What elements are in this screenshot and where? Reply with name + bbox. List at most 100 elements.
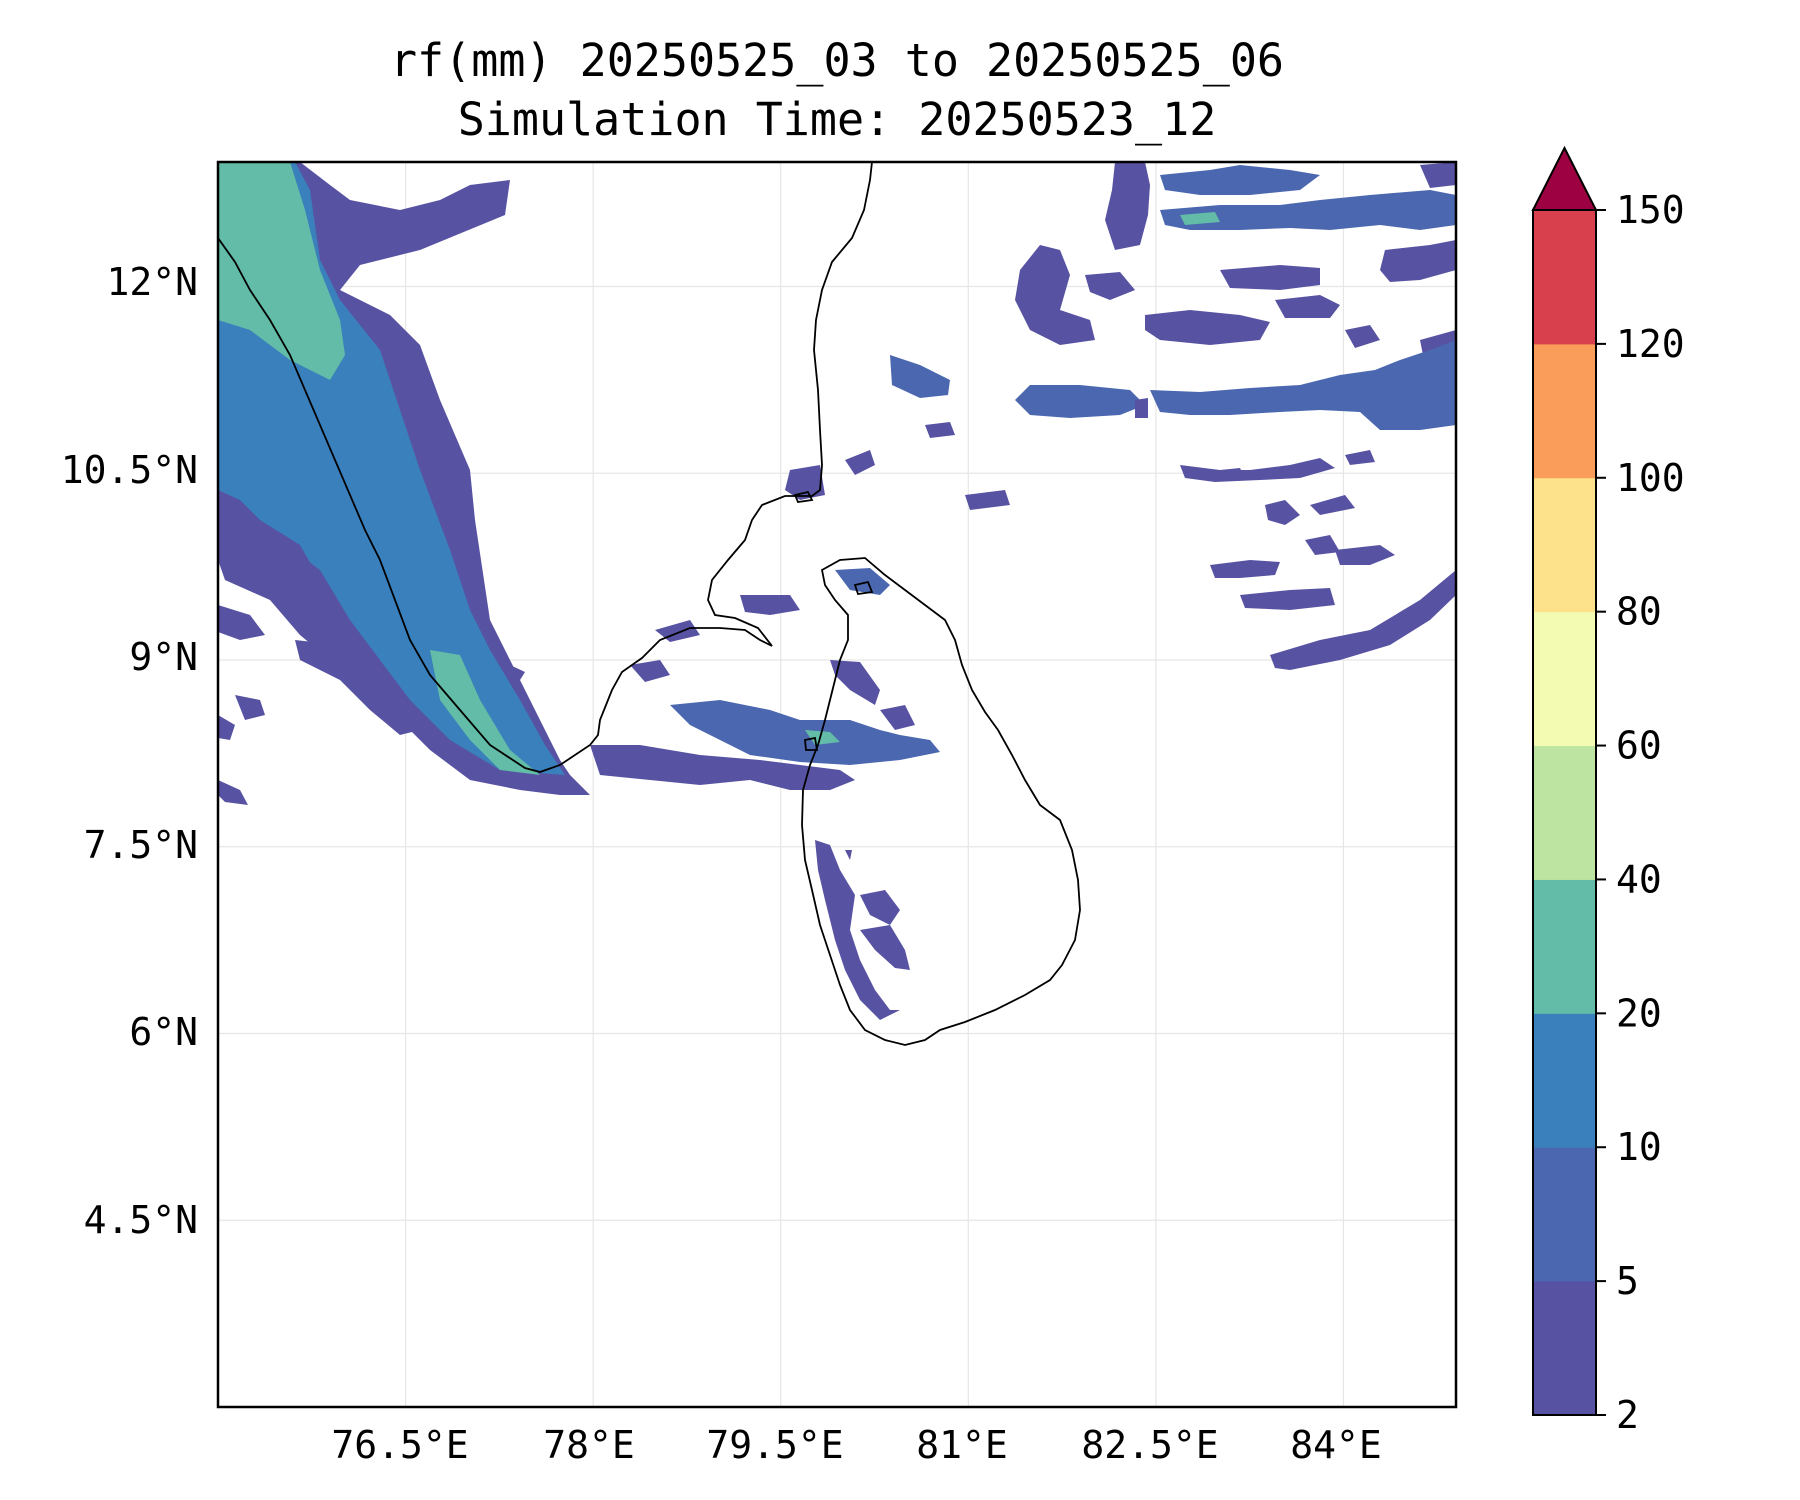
rain-region (785, 465, 825, 500)
rain-region (1135, 398, 1148, 418)
rain-region (235, 695, 265, 720)
rain-region (1105, 162, 1150, 250)
rain-region (1015, 245, 1095, 345)
coastlines (217, 161, 1081, 1046)
rain-region (295, 640, 420, 735)
y-tick-label: 12°N (106, 260, 198, 304)
colorbar-tick-label: 20 (1616, 991, 1662, 1035)
colorbar-tick-label: 2 (1616, 1393, 1639, 1437)
colorbar-tick-label: 60 (1616, 724, 1662, 768)
x-tick-label: 81°E (916, 1423, 1008, 1467)
colorbar-frame (1532, 209, 1597, 1416)
rain-region (860, 925, 910, 970)
rain-region (845, 450, 875, 475)
y-tick-label: 10.5°N (61, 448, 198, 492)
y-tick-label: 6°N (129, 1010, 198, 1054)
rain-region (1345, 325, 1380, 348)
rain-region (965, 490, 1010, 510)
map-frame (216, 160, 1458, 1409)
rain-region (1210, 560, 1280, 578)
colorbar-segment (1533, 343, 1596, 479)
rain-region (1160, 165, 1320, 195)
rain-region (630, 660, 670, 682)
india-coastline (217, 161, 873, 773)
colorbar-segment (1533, 1147, 1596, 1282)
rainfall-field (218, 162, 1456, 1020)
rain-region (925, 422, 955, 438)
x-tick-label: 82.5°E (1081, 1423, 1218, 1467)
rain-region (1335, 545, 1395, 565)
rain-region (890, 355, 950, 398)
rain-region (218, 780, 248, 805)
rain-region (1220, 468, 1245, 480)
rain-region (590, 745, 855, 790)
colorbar: 2 5 10 20 40 60 80 100 120 150 (1531, 145, 1685, 1437)
x-tick-group: 76.5°E 78°E 79.5°E 81°E 82.5°E 84°E (331, 1423, 1381, 1467)
island-coastline (804, 736, 819, 751)
map-axis-ticks: 76.5°E 78°E 79.5°E 81°E 82.5°E 84°E 12°N… (61, 260, 1382, 1467)
sri-lanka-coastline (801, 557, 1081, 1046)
rain-region (1085, 272, 1135, 300)
rain-region (1015, 385, 1145, 418)
rain-region (1240, 588, 1335, 610)
rain-region (1160, 190, 1456, 230)
rain-region (830, 660, 880, 705)
figure-title: rf(mm) 20250525_03 to 20250525_06 (390, 34, 1284, 87)
y-tick-label: 7.5°N (84, 823, 198, 867)
rain-region (655, 620, 700, 642)
rain-region (670, 700, 940, 765)
colorbar-extend-arrow (1531, 145, 1598, 211)
colorbar-segment (1533, 210, 1596, 345)
rain-region (1305, 535, 1340, 555)
rain-region (1270, 570, 1456, 670)
colorbar-segment (1533, 611, 1596, 747)
x-tick-label: 78°E (543, 1423, 635, 1467)
colorbar-tick-label: 120 (1616, 322, 1685, 366)
rain-region (1220, 265, 1320, 290)
y-tick-label: 4.5°N (84, 1198, 198, 1242)
rain-region (805, 730, 840, 745)
island-coastline (793, 490, 814, 503)
x-tick-label: 84°E (1290, 1423, 1382, 1467)
rain-region (430, 650, 540, 775)
island-coastline (853, 580, 874, 595)
rain-region (1145, 310, 1270, 345)
colorbar-tick-label: 100 (1616, 456, 1685, 500)
y-tick-label: 9°N (129, 635, 198, 679)
rain-region (1180, 212, 1220, 225)
rain-region (218, 510, 320, 585)
rain-region (1265, 500, 1300, 525)
rain-region (1345, 450, 1375, 465)
rain-region (880, 705, 915, 730)
rain-region (1380, 240, 1456, 282)
rain-region (1275, 295, 1340, 318)
figure-subtitle: Simulation Time: 20250523_12 (458, 93, 1217, 146)
colorbar-segment (1533, 1281, 1596, 1416)
rain-region (1150, 340, 1456, 430)
rain-region (860, 890, 900, 925)
y-tick-group: 12°N 10.5°N 9°N 7.5°N 6°N 4.5°N (61, 260, 198, 1242)
x-tick-label: 79.5°E (706, 1423, 843, 1467)
rain-region (1180, 458, 1335, 482)
colorbar-segment (1533, 477, 1596, 613)
rain-region (1420, 162, 1456, 188)
map-panel: 76.5°E 78°E 79.5°E 81°E 82.5°E 84°E 12°N… (61, 160, 1458, 1467)
colorbar-tick-label: 40 (1616, 857, 1662, 901)
colorbar-tick-label: 80 (1616, 590, 1662, 634)
rain-region (218, 162, 345, 380)
rain-region (1310, 495, 1355, 515)
colorbar-segment (1533, 879, 1596, 1014)
rain-region (835, 568, 890, 595)
rain-region (815, 840, 900, 1020)
colorbar-tick-label: 5 (1616, 1259, 1639, 1303)
colorbar-tick-label: 10 (1616, 1125, 1662, 1169)
rain-region (845, 850, 852, 860)
colorbar-segment (1533, 1013, 1596, 1148)
colorbar-tick-label: 150 (1616, 188, 1685, 232)
x-tick-label: 76.5°E (331, 1423, 468, 1467)
rain-region (740, 595, 800, 615)
rain-region (508, 665, 525, 680)
rain-region (218, 605, 265, 640)
colorbar-segment (1533, 745, 1596, 880)
